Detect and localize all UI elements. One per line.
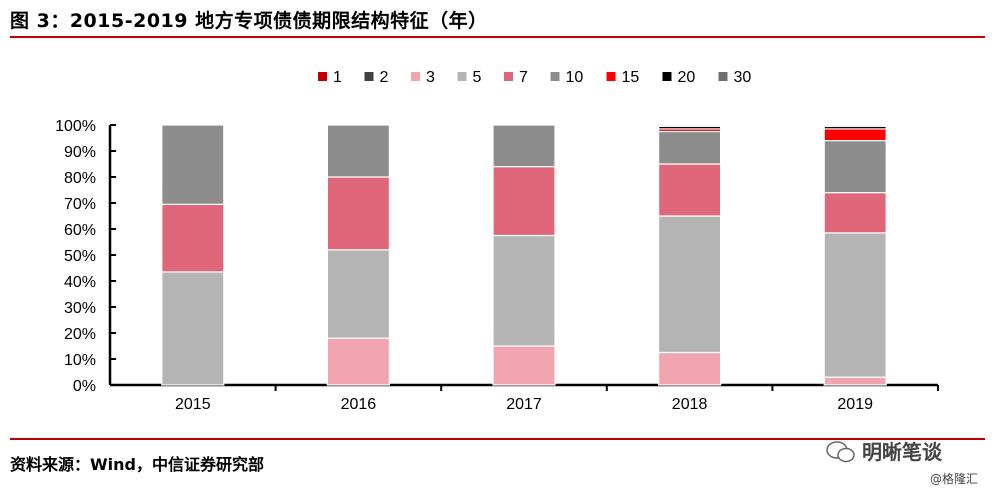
legend-label-15: 15 — [622, 69, 640, 86]
bar-segment-2017-10 — [492, 124, 556, 168]
bar-segment-2019-30 — [823, 124, 887, 127]
bar-segment-2018-7 — [657, 163, 722, 217]
legend-swatch-30 — [718, 72, 728, 81]
source-rule — [10, 438, 985, 440]
bar-segment-2018-10 — [657, 130, 722, 165]
legend-label-5: 5 — [473, 69, 482, 86]
tick-labels: 0% 10% 20% 30% 40% 50% 60% 70% 80% 90% 100% 2015 201… — [55, 118, 873, 413]
legend-label-1: 1 — [333, 69, 342, 86]
bar-segment-2015-5 — [161, 271, 225, 386]
bar-segment-2019-3 — [823, 376, 887, 386]
bar-segment-2016-10 — [326, 124, 390, 178]
legend-label-3: 3 — [426, 69, 435, 86]
bar-segment-2017-3 — [492, 345, 556, 386]
bar-segment-2019-15 — [823, 128, 887, 142]
source-note: 资料来源：Wind，中信证券研究部 — [10, 455, 264, 474]
bar-segment-2015-10 — [161, 124, 225, 205]
watermark-subtext: @格隆汇 — [930, 472, 979, 486]
x-tick-label: 2019 — [837, 396, 873, 413]
bar-segment-2019-10 — [823, 140, 887, 194]
legend-swatch-5 — [457, 72, 467, 81]
bar-segment-2018-30 — [657, 124, 722, 127]
x-tick-label: 2015 — [175, 396, 211, 413]
legend-swatch-2 — [364, 72, 374, 81]
y-tick-label: 20% — [64, 326, 96, 343]
y-tick-label: 30% — [64, 300, 96, 317]
legend-label-10: 10 — [566, 69, 584, 86]
bar-segment-2019-7 — [823, 192, 887, 234]
y-tick-label: 0% — [73, 378, 96, 395]
y-tick-label: 80% — [64, 170, 96, 187]
stacked-bar-chart: 1 2 3 5 7 10 15 20 30 0% 10% 20% 30% 40% 50% 60% 70% 80%… — [55, 69, 939, 413]
legend-swatch-1 — [318, 72, 327, 81]
legend-swatch-10 — [550, 72, 560, 81]
y-tick-label: 70% — [64, 196, 96, 213]
y-tick-label: 90% — [64, 144, 96, 161]
y-tick-label: 50% — [64, 248, 96, 265]
legend-swatch-20 — [662, 72, 672, 81]
bar-segment-2019-5 — [823, 232, 887, 378]
x-tick-label: 2017 — [506, 396, 542, 413]
bars — [161, 124, 887, 386]
y-tick-label: 10% — [64, 352, 96, 369]
legend-swatch-15 — [606, 72, 616, 81]
legend-label-20: 20 — [678, 69, 696, 86]
legend-swatch-3 — [411, 72, 420, 81]
legend-swatch-7 — [504, 72, 513, 81]
legend: 1 2 3 5 7 10 15 20 30 — [318, 69, 751, 86]
y-tick-label: 40% — [64, 274, 96, 291]
bar-segment-2016-3 — [326, 337, 390, 386]
title-rule — [10, 36, 985, 38]
bar-segment-2016-5 — [326, 249, 390, 339]
bar-segment-2018-5 — [657, 215, 722, 354]
x-tick-label: 2016 — [341, 396, 377, 413]
chart-title: 图 3：2015-2019 地方专项债债期限结构特征（年） — [10, 10, 488, 32]
bar-segment-2016-7 — [326, 176, 390, 251]
legend-label-30: 30 — [734, 69, 752, 86]
y-tick-label: 60% — [64, 222, 96, 239]
x-tick-label: 2018 — [672, 396, 708, 413]
bar-segment-2018-3 — [657, 351, 722, 386]
wechat-icon — [826, 441, 855, 463]
y-tick-label: 100% — [55, 118, 96, 135]
legend-label-2: 2 — [380, 69, 389, 86]
legend-label-7: 7 — [519, 69, 528, 86]
bar-segment-2017-7 — [492, 166, 556, 237]
bar-segment-2017-5 — [492, 234, 556, 347]
bar-segment-2015-7 — [161, 203, 225, 273]
watermark-text: 明晰笔谈 — [862, 440, 942, 464]
